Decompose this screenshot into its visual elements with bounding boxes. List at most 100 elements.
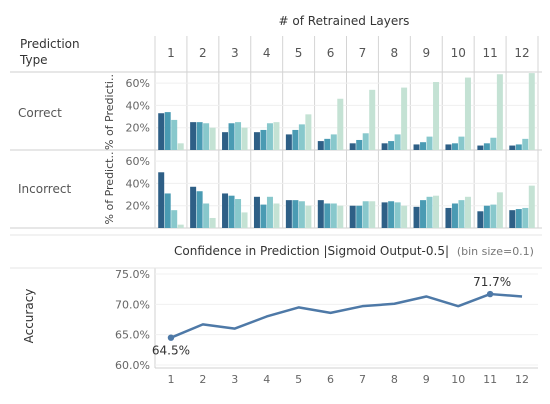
bar-correct-layer7-bin1 bbox=[349, 143, 356, 150]
bar-incorrect-layer6-bin1 bbox=[317, 200, 324, 228]
bar-correct-layer12-bin2 bbox=[515, 144, 522, 150]
bar-incorrect-layer3-bin1 bbox=[222, 193, 229, 228]
bar-incorrect-layer8-bin4 bbox=[401, 205, 408, 228]
bar-correct-layer7-bin4 bbox=[369, 89, 376, 150]
bar-incorrect-layer12-bin3 bbox=[522, 207, 529, 228]
column-header-4: 4 bbox=[263, 46, 271, 60]
bar-incorrect-layer12-bin1 bbox=[509, 210, 516, 228]
bar-incorrect-layer11-bin3 bbox=[490, 204, 497, 228]
bar-correct-layer12-bin4 bbox=[528, 73, 535, 150]
bar-incorrect-layer11-bin4 bbox=[496, 192, 503, 228]
bar-correct-layer4-bin1 bbox=[253, 132, 260, 150]
bar-correct-layer6-bin4 bbox=[337, 98, 344, 150]
bar-correct-layer1-bin2 bbox=[164, 112, 171, 150]
bar-incorrect-layer9-bin1 bbox=[413, 206, 420, 228]
column-header-11: 11 bbox=[482, 46, 497, 60]
bar-incorrect-layer2-bin4 bbox=[209, 217, 216, 228]
bar-incorrect-layer1-bin2 bbox=[164, 193, 171, 228]
bar-correct-layer12-bin3 bbox=[522, 138, 529, 150]
accuracy-annotation: 64.5% bbox=[152, 344, 190, 358]
line-y-tick-label: 75.0% bbox=[115, 268, 150, 281]
line-x-tick-label: 1 bbox=[167, 373, 174, 386]
bar-incorrect-layer7-bin2 bbox=[356, 205, 363, 228]
column-header-2: 2 bbox=[199, 46, 207, 60]
row-label-correct: Correct bbox=[18, 106, 62, 120]
bar-incorrect-layer6-bin2 bbox=[324, 203, 331, 228]
bar-correct-layer2-bin4 bbox=[209, 127, 216, 150]
bar-incorrect-layer9-bin4 bbox=[433, 195, 440, 228]
column-header-10: 10 bbox=[451, 46, 466, 60]
bar-correct-layer9-bin3 bbox=[426, 136, 433, 150]
column-header-1: 1 bbox=[167, 46, 175, 60]
bar-correct-layer5-bin2 bbox=[292, 129, 299, 150]
bar-correct-layer4-bin2 bbox=[260, 129, 267, 150]
bar-correct-layer10-bin2 bbox=[451, 143, 458, 150]
y-axis-label-incorrect: % of Predict.. bbox=[103, 152, 116, 225]
bar-correct-layer1-bin4 bbox=[177, 143, 184, 150]
row-header-line1: Prediction bbox=[20, 37, 80, 51]
bar-incorrect-layer3-bin3 bbox=[235, 199, 242, 228]
bar-incorrect-layer9-bin2 bbox=[420, 200, 427, 228]
x-axis-title-main: Confidence in Prediction |Sigmoid Output… bbox=[174, 244, 449, 258]
line-x-tick-label: 7 bbox=[359, 373, 366, 386]
bar-incorrect-layer1-bin3 bbox=[171, 210, 178, 228]
bar-correct-layer5-bin3 bbox=[298, 124, 305, 150]
line-x-tick-label: 3 bbox=[231, 373, 238, 386]
bar-correct-layer1-bin1 bbox=[158, 113, 165, 150]
bar-correct-layer8-bin1 bbox=[381, 143, 388, 150]
bar-correct-layer3-bin2 bbox=[228, 123, 235, 150]
bar-incorrect-layer5-bin2 bbox=[292, 200, 299, 228]
column-header-9: 9 bbox=[422, 46, 430, 60]
bar-correct-layer6-bin1 bbox=[317, 141, 324, 150]
x-axis-title-note: (bin size=0.1) bbox=[457, 245, 534, 258]
accuracy-point-marker bbox=[167, 334, 175, 341]
line-x-tick-label: 5 bbox=[295, 373, 302, 386]
accuracy-point-marker bbox=[486, 290, 494, 298]
bar-incorrect-layer8-bin2 bbox=[388, 201, 395, 228]
bar-incorrect-layer3-bin2 bbox=[228, 195, 235, 228]
column-header-3: 3 bbox=[231, 46, 239, 60]
bar-incorrect-layer7-bin1 bbox=[349, 205, 356, 228]
accuracy-axis-label: Accuracy bbox=[22, 289, 36, 344]
bar-incorrect-layer11-bin1 bbox=[477, 211, 484, 228]
bar-incorrect-layer4-bin2 bbox=[260, 204, 267, 228]
bar-incorrect-layer12-bin4 bbox=[528, 185, 535, 228]
accuracy-line bbox=[170, 292, 523, 339]
column-header-8: 8 bbox=[391, 46, 399, 60]
bar-correct-layer5-bin4 bbox=[305, 114, 312, 150]
bar-incorrect-layer6-bin3 bbox=[330, 203, 337, 228]
column-header-12: 12 bbox=[514, 46, 529, 60]
bar-incorrect-layer8-bin3 bbox=[394, 202, 401, 228]
bar-correct-layer8-bin3 bbox=[394, 134, 401, 150]
bar-incorrect-layer2-bin3 bbox=[203, 203, 210, 228]
accuracy-annotation: 71.7% bbox=[473, 275, 511, 289]
y-tick-label: 40% bbox=[126, 177, 150, 190]
bar-correct-layer8-bin4 bbox=[401, 87, 408, 150]
y-tick-label: 20% bbox=[126, 200, 150, 213]
bar-correct-layer5-bin1 bbox=[285, 134, 292, 150]
x-axis-title: Confidence in Prediction |Sigmoid Output… bbox=[174, 244, 534, 258]
bar-incorrect-layer4-bin4 bbox=[273, 203, 280, 228]
line-y-tick-label: 60.0% bbox=[115, 359, 150, 372]
bar-correct-layer10-bin3 bbox=[458, 136, 465, 150]
bar-correct-layer11-bin3 bbox=[490, 137, 497, 150]
line-x-tick-label: 11 bbox=[483, 373, 497, 386]
column-header-5: 5 bbox=[295, 46, 303, 60]
row-label-incorrect: Incorrect bbox=[18, 182, 71, 196]
bar-correct-layer4-bin3 bbox=[266, 123, 273, 150]
bar-incorrect-layer5-bin3 bbox=[298, 201, 305, 228]
row-header-line2: Type bbox=[19, 53, 48, 67]
y-tick-label: 60% bbox=[126, 155, 150, 168]
bar-correct-layer3-bin4 bbox=[241, 127, 248, 150]
line-x-tick-label: 8 bbox=[391, 373, 398, 386]
bar-correct-layer9-bin1 bbox=[413, 144, 420, 150]
bar-incorrect-layer7-bin4 bbox=[369, 201, 376, 228]
bar-correct-layer8-bin2 bbox=[388, 141, 395, 150]
chart-marks: 1 2 3 4 5 6 7 8 9 10 11 1220%40%60%20%40%60%60.0%65… bbox=[10, 36, 542, 386]
line-x-tick-label: 10 bbox=[451, 373, 465, 386]
bar-incorrect-layer10-bin1 bbox=[445, 207, 452, 228]
bar-correct-layer4-bin4 bbox=[273, 122, 280, 150]
y-tick-label: 20% bbox=[126, 122, 150, 135]
